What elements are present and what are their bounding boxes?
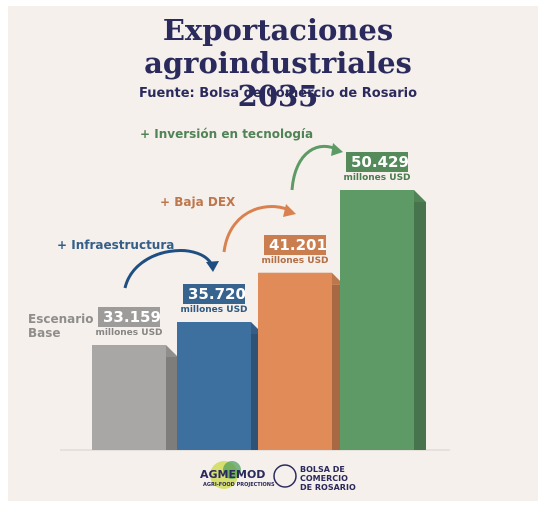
chart-subtitle: Fuente: Bolsa de Comercio de Rosario bbox=[138, 86, 418, 101]
unit-label: millones USD bbox=[261, 255, 329, 266]
logo-icon bbox=[223, 461, 241, 479]
bar bbox=[92, 345, 166, 450]
unit-label: millones USD bbox=[180, 305, 248, 315]
category-label: + Baja DEX bbox=[160, 195, 236, 209]
arrow-head bbox=[206, 261, 219, 272]
value-label: 41.201 bbox=[264, 234, 327, 255]
bar-side bbox=[414, 202, 426, 450]
arrow-head bbox=[283, 204, 296, 217]
bar bbox=[340, 190, 414, 450]
value-label: 33.159 bbox=[98, 307, 161, 327]
unit-label: millones USD bbox=[95, 328, 163, 338]
category-label: + Inversión en tecnología bbox=[140, 127, 314, 141]
chart-title: Exportaciones agroindustriales 2035 bbox=[144, 13, 412, 113]
bar bbox=[177, 322, 251, 450]
arrow bbox=[123, 249, 215, 289]
arrow-head bbox=[331, 143, 343, 156]
bar bbox=[258, 272, 332, 450]
logo-icon bbox=[273, 464, 297, 488]
logo-text: AGRI-FOOD PROJECTIONS bbox=[203, 482, 275, 488]
logo-text: BOLSA DE COMERCIO DE ROSARIO bbox=[300, 465, 356, 492]
arrow bbox=[290, 144, 339, 191]
value-label: 35.720 bbox=[183, 284, 246, 304]
category-label: Escenario Base bbox=[28, 312, 94, 340]
logo-text: AGMEMOD bbox=[200, 468, 266, 481]
unit-label: millones USD bbox=[343, 173, 411, 183]
value-label: 50.429 bbox=[346, 152, 409, 172]
bar-side bbox=[166, 357, 178, 450]
category-label: + Infraestructura bbox=[57, 238, 175, 252]
